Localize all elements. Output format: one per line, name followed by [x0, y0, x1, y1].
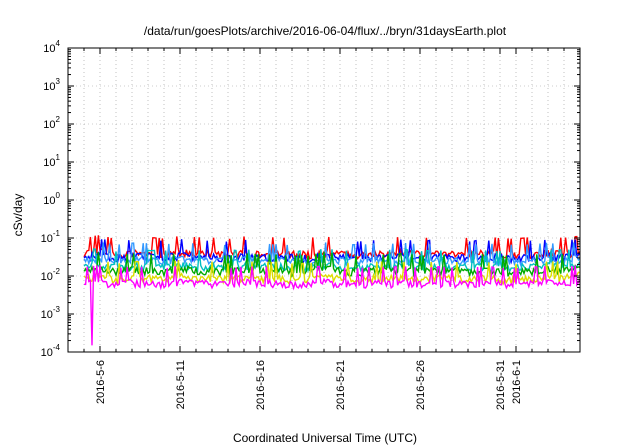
y-tick-label: 103	[43, 77, 60, 93]
x-axis: 2016-5-6 2016-5-11 2016-5-16 2016-5-21 2016-…	[83, 48, 565, 410]
chart-title: /data/run/goesPlots/archive/2016-06-04/f…	[144, 24, 507, 38]
y-tick-label: 104	[43, 39, 60, 55]
x-tick-label: 2016-5-6	[95, 360, 107, 404]
x-tick-label: 2016-6-1	[511, 360, 523, 404]
x-tick-label: 2016-5-31	[495, 360, 507, 410]
y-tick-label: 102	[43, 115, 60, 131]
y-tick-label: 101	[43, 153, 60, 169]
y-axis: 10-4 10-3 10-2 10-1 100 101 102 103 104	[41, 39, 580, 359]
series-lines	[83, 235, 581, 346]
y-tick-label: 10-4	[41, 343, 61, 359]
y-tick-label: 100	[43, 191, 60, 207]
x-tick-label: 2016-5-16	[255, 360, 267, 410]
series-line	[83, 248, 581, 275]
x-tick-label: 2016-5-21	[335, 360, 347, 410]
series-line	[83, 265, 581, 346]
y-tick-label: 10-1	[41, 229, 61, 245]
y-tick-label: 10-2	[41, 267, 61, 283]
grid-lines	[68, 47, 580, 353]
x-tick-label: 2016-5-26	[415, 360, 427, 410]
series-line	[83, 251, 581, 279]
y-axis-label: cSv/day	[11, 194, 25, 237]
y-tick-label: 10-3	[41, 305, 61, 321]
x-axis-label: Coordinated Universal Time (UTC)	[233, 431, 417, 445]
x-tick-label: 2016-5-11	[175, 360, 187, 409]
